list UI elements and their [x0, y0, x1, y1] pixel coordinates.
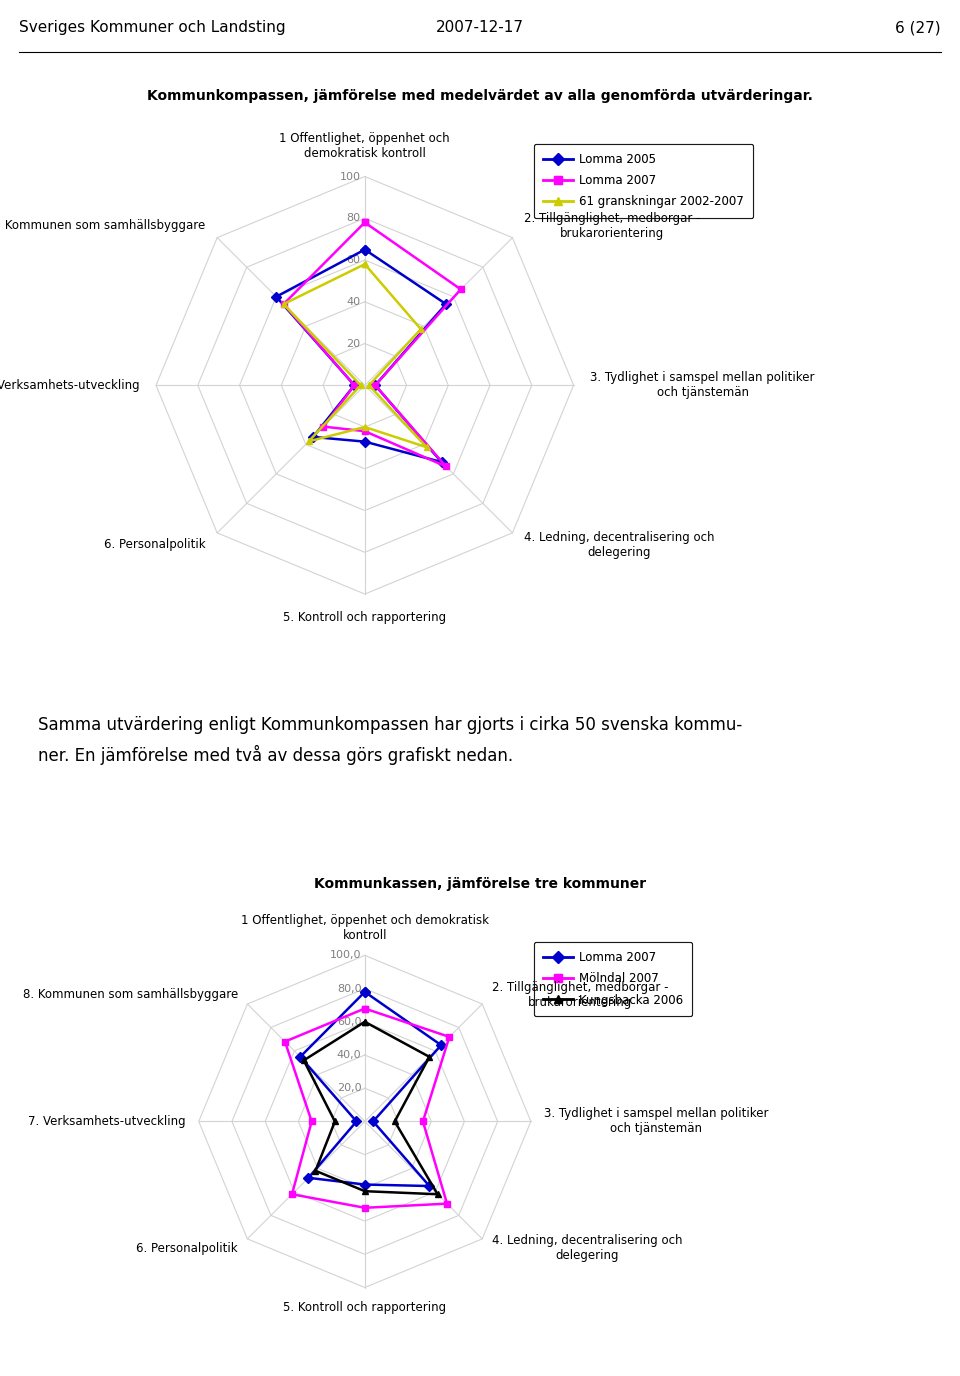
Text: 1 Offentlighet, öppenhet och
demokratisk kontroll: 1 Offentlighet, öppenhet och demokratisk… — [279, 132, 450, 160]
Text: 7. Verksamhets-utveckling: 7. Verksamhets-utveckling — [28, 1115, 185, 1128]
Text: 1 Offentlighet, öppenhet och demokratisk
kontroll: 1 Offentlighet, öppenhet och demokratisk… — [241, 914, 489, 943]
Text: 6. Personalpolitik: 6. Personalpolitik — [104, 538, 205, 552]
Text: 2007-12-17: 2007-12-17 — [436, 21, 524, 34]
Text: 8. Kommunen som samhällsbyggare: 8. Kommunen som samhällsbyggare — [0, 219, 205, 233]
Text: 80,0: 80,0 — [337, 984, 362, 993]
Text: Samma utvärdering enligt Kommunkompassen har gjorts i cirka 50 svenska kommu-
ne: Samma utvärdering enligt Kommunkompassen… — [38, 716, 743, 765]
Text: 2. Tillgänglighet, medborgar -
brukarorientering: 2. Tillgänglighet, medborgar - brukarori… — [492, 981, 668, 1009]
Legend: Lomma 2005, Lomma 2007, 61 granskningar 2002-2007: Lomma 2005, Lomma 2007, 61 granskningar … — [534, 143, 753, 217]
Text: 3. Tydlighet i samspel mellan politiker
och tjänstemän: 3. Tydlighet i samspel mellan politiker … — [544, 1108, 769, 1135]
Text: 6 (27): 6 (27) — [895, 21, 941, 34]
Text: 7. Verksamhets-utveckling: 7. Verksamhets-utveckling — [0, 378, 139, 392]
Text: Kommunkassen, jämförelse tre kommuner: Kommunkassen, jämförelse tre kommuner — [314, 877, 646, 892]
Text: 5. Kontroll och rapportering: 5. Kontroll och rapportering — [283, 611, 446, 623]
Text: 40: 40 — [347, 297, 361, 307]
Text: 5. Kontroll och rapportering: 5. Kontroll och rapportering — [283, 1300, 446, 1314]
Text: 40,0: 40,0 — [337, 1050, 362, 1060]
Text: 3. Tydlighet i samspel mellan politiker
och tjänstemän: 3. Tydlighet i samspel mellan politiker … — [590, 372, 815, 399]
Text: 8. Kommunen som samhällsbyggare: 8. Kommunen som samhällsbyggare — [23, 988, 238, 1002]
Text: 60: 60 — [347, 255, 361, 266]
Text: Sveriges Kommuner och Landsting: Sveriges Kommuner och Landsting — [19, 21, 286, 34]
Text: 4. Ledning, decentralisering och
delegering: 4. Ledning, decentralisering och deleger… — [492, 1234, 683, 1262]
Text: 80: 80 — [347, 213, 361, 223]
Text: Kommunkompassen, jämförelse med medelvärdet av alla genomförda utvärderingar.: Kommunkompassen, jämförelse med medelvär… — [147, 89, 813, 103]
Text: 20,0: 20,0 — [337, 1083, 362, 1093]
Text: 100,0: 100,0 — [330, 951, 362, 960]
Text: 60,0: 60,0 — [337, 1017, 362, 1026]
Text: 6. Personalpolitik: 6. Personalpolitik — [136, 1241, 238, 1255]
Text: 100: 100 — [340, 172, 361, 182]
Text: 4. Ledning, decentralisering och
delegering: 4. Ledning, decentralisering och deleger… — [524, 531, 715, 559]
Text: 20: 20 — [347, 338, 361, 348]
Text: 2. Tillgänglighet, medborgar -
brukarorientering: 2. Tillgänglighet, medborgar - brukarori… — [524, 212, 701, 239]
Legend: Lomma 2007, Mölndal 2007, Kungsbacka 2006: Lomma 2007, Mölndal 2007, Kungsbacka 200… — [534, 941, 692, 1015]
